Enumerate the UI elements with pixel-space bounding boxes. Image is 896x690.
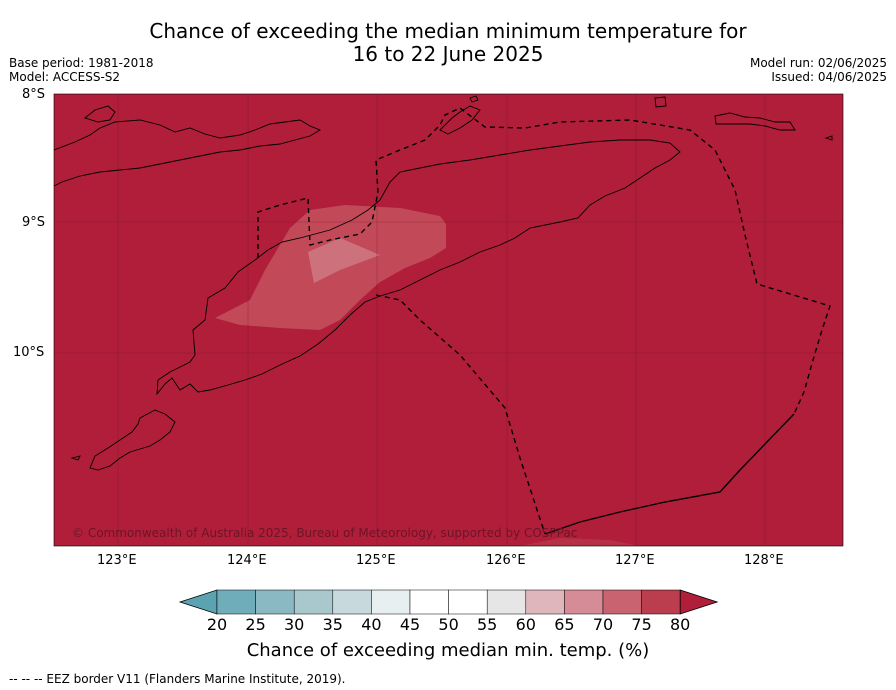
eez-footnote: -- -- -- EEZ border V11 (Flanders Marine…	[9, 672, 346, 686]
base-period-info: Base period: 1981-2018 Model: ACCESS-S2	[9, 56, 154, 84]
copyright-notice: © Commonwealth of Australia 2025, Bureau…	[72, 526, 578, 540]
model-run-info: Model run: 02/06/2025 Issued: 04/06/2025	[750, 56, 887, 84]
gridlines	[54, 94, 843, 546]
colorbar-bin	[641, 589, 681, 615]
colorbar-tick-label: 60	[515, 615, 536, 634]
small-island-7	[70, 455, 81, 461]
title-line-1: Chance of exceeding the median minimum t…	[149, 19, 747, 43]
colorbar-tick-label: 30	[284, 615, 305, 634]
colorbar-tick-label: 45	[399, 615, 421, 634]
lon-tick-123e: 123°E	[97, 553, 137, 568]
small-island-1	[84, 105, 116, 123]
colorbar-extension-high	[679, 589, 719, 615]
colorbar-tick-label: 80	[670, 615, 691, 634]
colorbar-bin	[293, 589, 334, 615]
colorbar-bin	[371, 589, 411, 615]
roti-coastline	[89, 409, 176, 471]
coastlines	[54, 95, 833, 471]
lon-tick-127e: 127°E	[615, 553, 655, 568]
colorbar-title: Chance of exceeding median min. temp. (%…	[246, 640, 650, 661]
eez-border	[257, 107, 831, 535]
colorbar-bin	[332, 589, 372, 615]
zone-70-75	[308, 238, 380, 283]
small-island-5	[469, 95, 479, 103]
lat-tick-9s: 9°S	[22, 215, 46, 230]
colorbar-tick-label: 75	[631, 615, 652, 634]
model-run-text: Model run: 02/06/2025	[749, 56, 887, 70]
colorbar-bin	[448, 589, 488, 615]
timor-coastline	[156, 139, 681, 396]
colorbar-tick-label: 70	[592, 615, 614, 634]
colorbar-tick-label: 55	[477, 615, 498, 634]
colorbar-bin	[486, 589, 527, 615]
north-island-coast	[54, 119, 322, 187]
lon-tick-126e: 126°E	[486, 553, 526, 568]
small-island-2	[654, 96, 667, 108]
colorbar-bin	[255, 589, 295, 615]
colorbar-tick-label: 65	[554, 615, 575, 634]
colorbar-tick-label: 50	[438, 615, 459, 634]
zone-bottom-lighter	[520, 538, 640, 546]
colorbar-tick-label: 20	[206, 615, 228, 634]
colorbar-tick-label: 35	[322, 615, 343, 634]
colorbar-bin	[564, 589, 604, 615]
colorbar-extension-low	[178, 589, 218, 615]
colorbar-bin	[409, 589, 449, 615]
lon-tick-124e: 124°E	[227, 553, 267, 568]
map-area	[54, 94, 843, 546]
base-period-text: Base period: 1981-2018	[9, 56, 154, 70]
lat-tick-8s: 8°S	[22, 87, 46, 102]
eez-solid-segment	[544, 413, 795, 535]
small-island-4	[439, 105, 481, 135]
colorbar-tick-label: 40	[361, 615, 382, 634]
colorbar	[178, 589, 719, 615]
issued-text: Issued: 04/06/2025	[771, 70, 887, 84]
title-line-2: 16 to 22 June 2025	[352, 42, 544, 66]
colorbar-bin	[525, 589, 565, 615]
colorbar-bin	[602, 589, 642, 615]
small-island-3	[714, 112, 796, 131]
map-title: Chance of exceeding the median minimum t…	[0, 20, 896, 66]
lon-tick-128e: 128°E	[744, 553, 784, 568]
colorbar-bin	[216, 589, 256, 615]
lat-tick-10s: 10°S	[13, 345, 45, 360]
model-text: Model: ACCESS-S2	[9, 70, 121, 84]
colorbar-tick-label: 25	[245, 615, 266, 634]
small-island-6	[824, 135, 833, 141]
lon-tick-125e: 125°E	[356, 553, 396, 568]
map-frame	[53, 93, 844, 547]
